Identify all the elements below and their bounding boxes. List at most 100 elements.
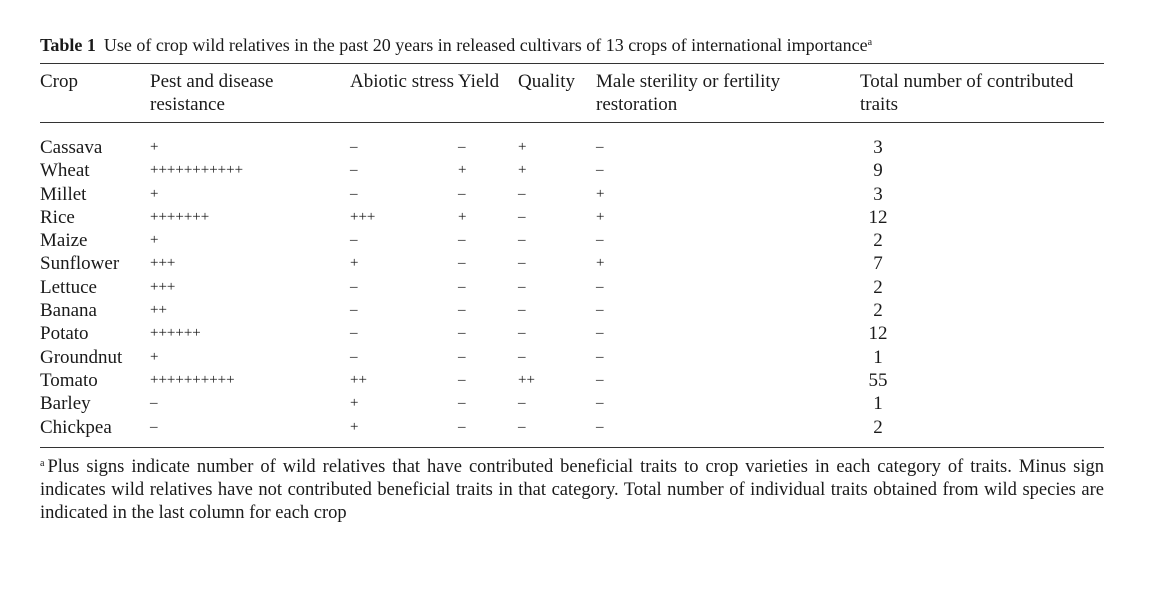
cell-total: 55 [860, 369, 1104, 392]
header-total: Total number of contributed traits [860, 63, 1104, 123]
total-value: 1 [873, 393, 883, 415]
cell-yield: – [458, 232, 466, 249]
cell-quality: + [518, 139, 527, 155]
cell-quality: – [518, 255, 526, 272]
cell-yield: – [458, 302, 466, 319]
cell-pest: ++++++ [150, 325, 201, 342]
table-footnote: a Plus signs indicate number of wild rela… [40, 456, 1104, 525]
table-row: Banana ++ – – – – 2 [40, 299, 1104, 322]
cell-pest: +++ [150, 278, 176, 295]
cell-abiotic: +++ [350, 208, 376, 225]
cell-male: – [596, 371, 604, 388]
cell-crop: Lettuce [40, 276, 97, 298]
cell-abiotic: – [350, 185, 358, 202]
cell-total: 2 [860, 229, 1104, 252]
table-caption: Table 1 Use of crop wild relatives in the… [40, 34, 1104, 56]
cell-male: – [596, 302, 604, 319]
table-row: Barley – + – – – 1 [40, 392, 1104, 415]
table-row: Cassava + – – + – 3 [40, 123, 1104, 160]
cell-total: 1 [860, 346, 1104, 369]
cell-quality: – [518, 395, 526, 412]
cell-total: 2 [860, 415, 1104, 448]
cell-quality: + [518, 162, 527, 179]
cell-quality: – [518, 208, 526, 225]
header-row: Crop Pest and disease resistance Abiotic… [40, 63, 1104, 123]
cell-total: 7 [860, 252, 1104, 275]
cell-crop: Barley [40, 393, 91, 415]
caption-footnote-mark: a [867, 37, 873, 48]
table-row: Chickpea – + – – –2 [40, 415, 1104, 448]
cell-abiotic: – [350, 232, 358, 249]
cell-yield: – [458, 278, 466, 295]
cell-quality: ++ [518, 371, 535, 388]
cell-pest: + [150, 232, 159, 249]
cell-yield: – [458, 395, 466, 412]
cell-male: – [596, 162, 604, 179]
cell-male: – [596, 232, 604, 249]
cell-total: 3 [860, 183, 1104, 206]
cell-crop: Sunflower [40, 253, 120, 275]
cell-total: 3 [860, 123, 1104, 160]
cell-crop: Chickpea [40, 415, 150, 448]
table-header: Crop Pest and disease resistance Abiotic… [40, 63, 1104, 123]
cell-pest: ++++++++++ [150, 371, 235, 388]
footnote-text: Plus signs indicate number of wild relat… [40, 456, 1104, 523]
cell-male: – [596, 139, 604, 155]
total-value: 2 [873, 300, 883, 322]
total-value: 9 [873, 160, 883, 182]
footnote-mark: a [40, 457, 45, 469]
cell-male: + [596, 255, 605, 272]
cell-pest: +++++++ [150, 208, 210, 225]
cell-abiotic: ++ [350, 371, 367, 388]
cell-total: 1 [860, 392, 1104, 415]
cell-abiotic: + [350, 415, 458, 448]
cell-pest: – [150, 395, 158, 412]
cell-pest: ++ [150, 302, 167, 319]
table-row: Lettuce +++ – – – – 2 [40, 276, 1104, 299]
table-label: Table 1 [40, 35, 96, 55]
total-value: 12 [868, 323, 888, 345]
cell-abiotic: + [350, 395, 359, 412]
cell-quality: – [518, 185, 526, 202]
cell-crop: Tomato [40, 369, 98, 391]
total-value: 1 [873, 346, 883, 368]
cell-pest: + [150, 139, 159, 155]
cell-yield: – [458, 139, 466, 155]
table-row: Wheat +++++++++++ – + + – 9 [40, 159, 1104, 182]
cell-crop: Banana [40, 300, 97, 322]
cell-crop: Maize [40, 230, 88, 252]
header-crop: Crop [40, 63, 150, 123]
table-row: Tomato ++++++++++ ++ – ++ –55 [40, 369, 1104, 392]
cell-male: – [596, 395, 604, 412]
cell-male: + [596, 185, 605, 202]
cell-male: – [596, 348, 604, 365]
cell-crop: Cassava [40, 137, 103, 158]
header-abiotic: Abiotic stress [350, 63, 458, 123]
cell-quality: – [518, 348, 526, 365]
cell-yield: – [458, 415, 518, 448]
total-value: 55 [868, 369, 888, 391]
cell-crop: Groundnut [40, 346, 123, 368]
cell-abiotic: – [350, 348, 358, 365]
cell-abiotic: – [350, 162, 358, 179]
cell-male: – [596, 325, 604, 342]
table-row: Millet + – – – +3 [40, 183, 1104, 206]
cell-pest: – [150, 415, 350, 448]
cell-total: 9 [860, 159, 1104, 182]
cell-crop: Potato [40, 323, 89, 345]
header-pest: Pest and disease resistance [150, 63, 350, 123]
total-value: 2 [873, 230, 883, 252]
cell-yield: – [458, 185, 466, 202]
header-male-sterility: Male sterility or fertility restoration [596, 63, 860, 123]
cell-abiotic: – [350, 139, 358, 155]
total-value: 3 [873, 137, 883, 158]
cell-quality: – [518, 325, 526, 342]
cell-crop: Millet [40, 183, 87, 205]
total-value: 2 [873, 416, 883, 438]
cell-pest: +++ [150, 255, 176, 272]
cell-yield: – [458, 325, 466, 342]
cell-crop: Rice [40, 206, 75, 228]
cell-male: – [596, 415, 860, 448]
cell-pest: + [150, 348, 159, 365]
cell-abiotic: + [350, 255, 359, 272]
